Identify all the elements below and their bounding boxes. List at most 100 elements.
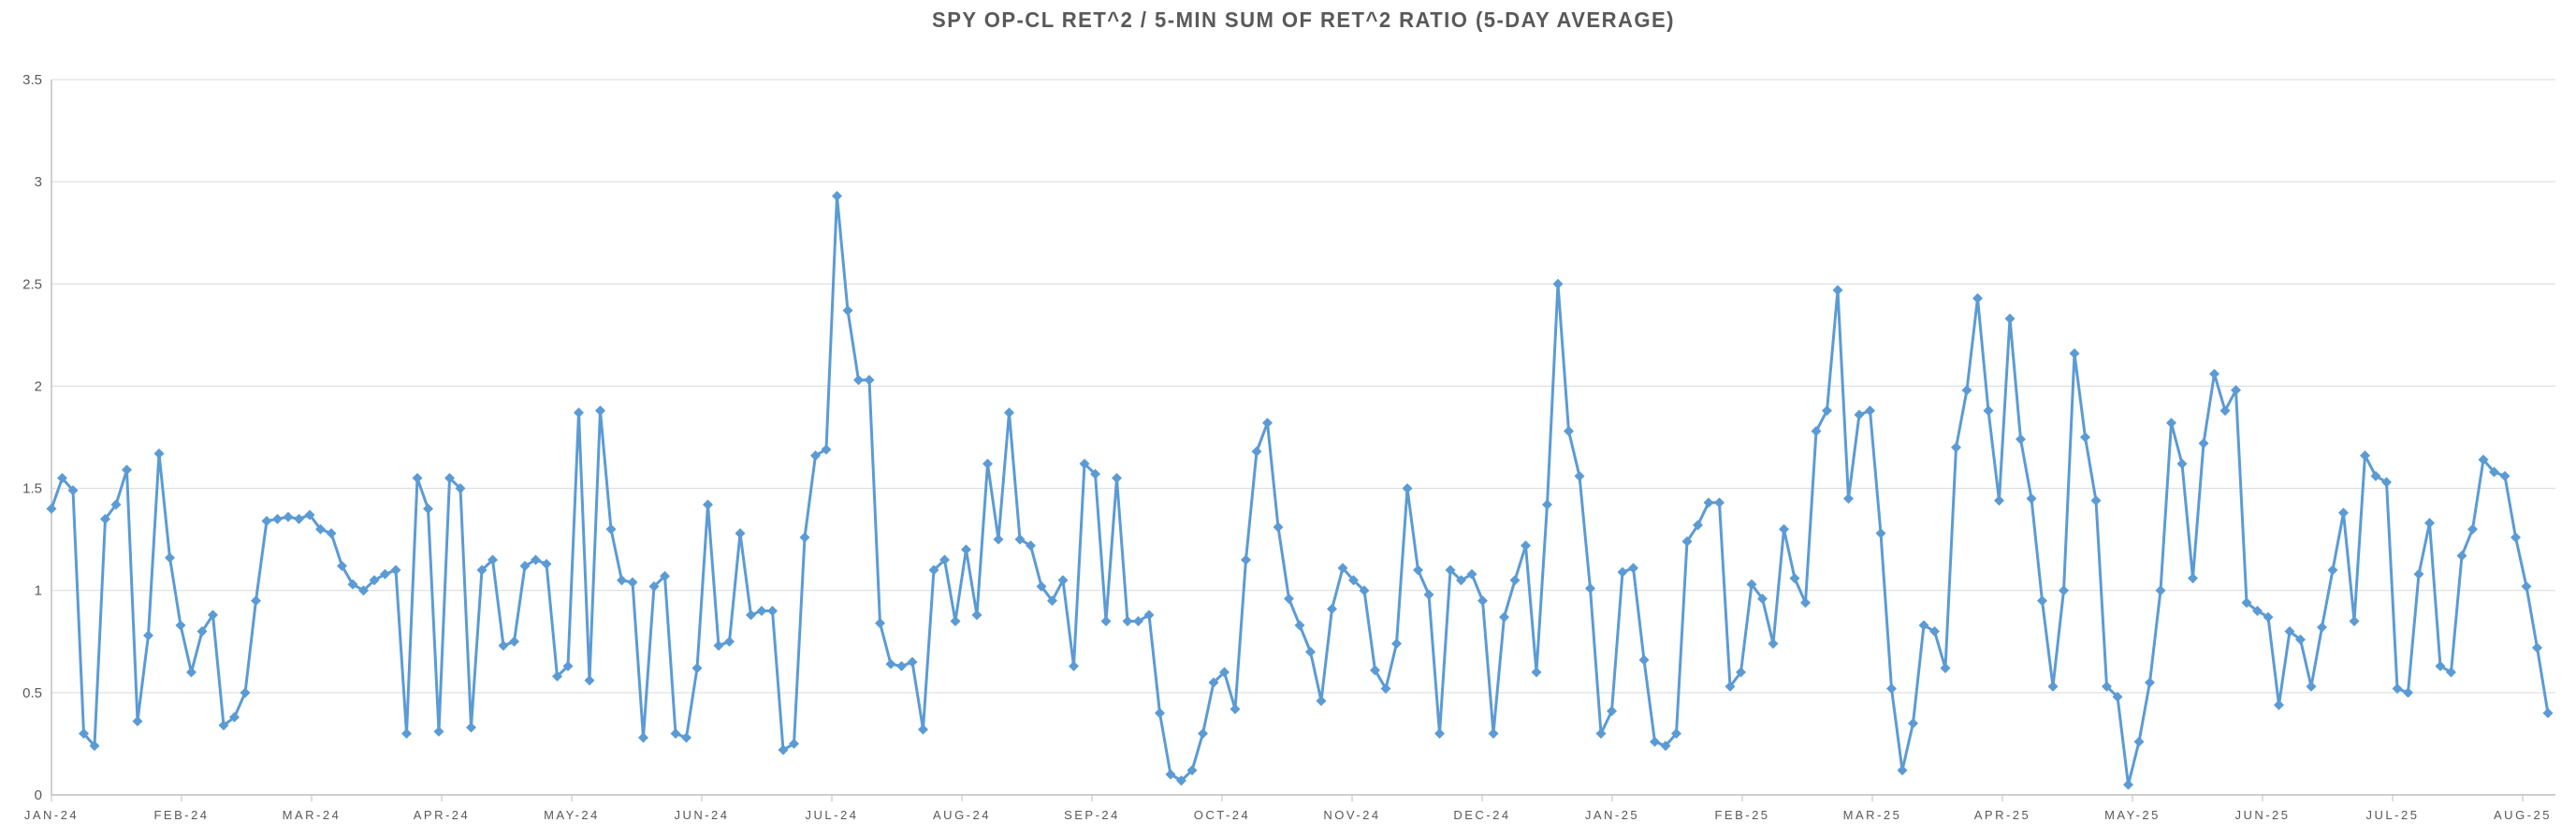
x-tick-label: MAR-24 (283, 808, 342, 822)
data-point-marker (2166, 418, 2176, 429)
data-point-marker (1628, 563, 1638, 574)
data-point-marker (1327, 603, 1337, 614)
data-point-marker (746, 609, 756, 621)
data-point-marker (132, 715, 143, 727)
data-point-marker (1370, 665, 1380, 676)
data-point-marker (864, 374, 875, 386)
data-point-marker (1402, 483, 1413, 494)
data-point-marker (1348, 575, 1359, 586)
data-point-marker (261, 515, 272, 526)
data-point-marker (294, 513, 304, 524)
data-point-marker (703, 499, 713, 510)
data-point-marker (46, 503, 57, 514)
data-point-marker (455, 483, 466, 494)
x-tick-label: APR-24 (414, 808, 471, 822)
data-point-marker (1757, 593, 1768, 604)
data-point-marker (1714, 497, 1725, 508)
data-point-marker (1069, 660, 1079, 671)
data-point-marker (691, 663, 703, 674)
data-point-marker (1090, 468, 1100, 479)
data-point-marker (369, 575, 380, 586)
data-point-marker (971, 609, 982, 621)
data-point-marker (2188, 573, 2198, 584)
data-point-marker (1488, 728, 1499, 740)
x-tick-label: AUG-24 (933, 808, 991, 822)
data-point-marker (799, 532, 810, 543)
data-point-marker (1746, 579, 1757, 590)
data-point-marker (1112, 473, 1122, 484)
data-point-marker (153, 448, 165, 459)
y-tick-label: 3 (35, 174, 42, 190)
data-point-marker (1768, 638, 1779, 649)
data-point-marker (2155, 585, 2166, 596)
data-point-marker (2295, 634, 2306, 645)
y-tick-label: 2.5 (22, 276, 42, 292)
data-point-marker (2274, 699, 2284, 711)
data-point-marker (110, 499, 122, 510)
data-point-marker (1380, 683, 1391, 694)
data-point-marker (1057, 575, 1069, 586)
data-point-marker (2511, 532, 2521, 543)
x-tick-label: MAR-25 (1843, 808, 1902, 822)
data-point-marker (1155, 708, 1165, 719)
data-point-marker (433, 726, 444, 737)
data-point-marker (2499, 470, 2511, 481)
data-point-marker (175, 620, 186, 631)
data-point-marker (713, 640, 724, 652)
data-point-marker (1219, 667, 1230, 678)
data-point-marker (842, 305, 853, 316)
x-tick-label: JUL-24 (806, 808, 859, 822)
data-point-marker (1509, 575, 1521, 586)
data-point-marker (670, 728, 681, 740)
data-point-marker (401, 728, 412, 740)
data-point-marker (1284, 593, 1294, 604)
data-point-marker (1811, 425, 1822, 436)
data-point-marker (724, 636, 735, 647)
data-point-marker (1961, 385, 1972, 396)
data-point-marker (466, 722, 476, 733)
x-tick-label: JUL-25 (2366, 808, 2420, 822)
data-point-marker (918, 724, 928, 735)
data-point-marker (648, 580, 660, 592)
data-point-marker (2209, 368, 2219, 379)
data-point-marker (1607, 706, 1617, 717)
data-point-marker (2069, 348, 2080, 360)
x-tick-label: JUN-25 (2234, 808, 2290, 822)
data-point-marker (961, 544, 971, 555)
data-point-marker (337, 561, 347, 572)
data-point-marker (380, 568, 390, 580)
data-point-marker (2532, 642, 2542, 653)
data-point-marker (821, 444, 832, 455)
data-point-marker (756, 606, 767, 617)
y-tick-label: 0 (35, 787, 42, 803)
data-point-marker (1423, 589, 1434, 600)
data-point-marker (2317, 622, 2327, 633)
data-point-marker (1477, 595, 1488, 607)
data-point-marker (186, 667, 196, 678)
data-point-marker (1294, 620, 1305, 631)
data-point-marker (2306, 681, 2317, 692)
y-tick-label: 2 (35, 378, 42, 394)
data-point-marker (1929, 625, 1940, 637)
data-point-marker (1832, 285, 1843, 296)
data-point-marker (1133, 615, 1143, 626)
x-tick-label: AUG-25 (2494, 808, 2552, 822)
data-point-marker (1843, 492, 1854, 504)
data-point-marker (1014, 534, 1026, 545)
data-point-marker (347, 579, 358, 590)
x-tick-label: OCT-24 (1194, 808, 1251, 822)
data-point-marker (1143, 609, 1155, 621)
data-point-marker (1004, 407, 1014, 418)
data-point-marker (196, 625, 208, 637)
data-point-marker (2413, 568, 2424, 580)
data-point-marker (1681, 536, 1693, 547)
data-point-marker (885, 658, 896, 669)
data-point-marker (1617, 566, 1628, 578)
data-point-marker (1100, 615, 1112, 626)
data-point-marker (1230, 703, 1241, 714)
chart-title: SPY OP-CL RET^2 / 5-MIN SUM OF RET^2 RAT… (932, 7, 1675, 32)
data-point-marker (2521, 580, 2532, 592)
data-point-marker (2102, 681, 2112, 692)
y-tick-label: 3.5 (22, 72, 42, 88)
x-tick-label: JUN-24 (674, 808, 729, 822)
